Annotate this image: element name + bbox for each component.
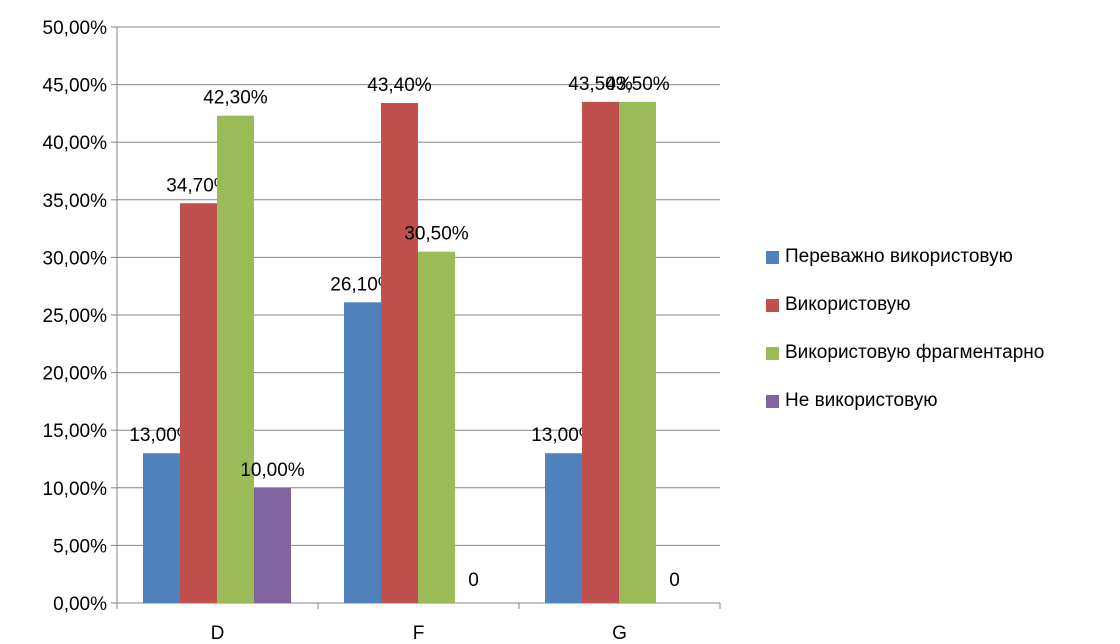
bar-0-D bbox=[143, 453, 180, 603]
legend-swatch bbox=[766, 346, 779, 360]
legend-item: Використовую bbox=[766, 294, 1044, 315]
data-label: 0 bbox=[669, 570, 680, 591]
legend-label: Використовую фрагментарно bbox=[785, 342, 1045, 363]
legend-item: Не використовую bbox=[766, 390, 1044, 411]
y-tick-label: 35,00% bbox=[43, 191, 108, 212]
data-label: 43,50% bbox=[605, 74, 670, 95]
legend-swatch bbox=[766, 250, 779, 264]
bar-2-F bbox=[418, 251, 455, 603]
x-tick-label: F bbox=[413, 623, 425, 644]
y-tick-label: 15,00% bbox=[43, 421, 108, 442]
legend-label: Переважно використовую bbox=[785, 246, 1013, 267]
plot-area: 0,00% 5,00% 10,00% 15,00% 20,00% 25,00% 30,00%… bbox=[43, 18, 721, 644]
data-label: 0 bbox=[468, 570, 479, 591]
data-label: 10,00% bbox=[240, 460, 305, 481]
y-tick-label: 40,00% bbox=[43, 133, 108, 154]
y-tick-label: 20,00% bbox=[43, 364, 108, 385]
data-label: 42,30% bbox=[203, 88, 268, 109]
y-tick-label: 25,00% bbox=[43, 306, 108, 327]
y-tick-label: 10,00% bbox=[43, 479, 108, 500]
legend-swatch bbox=[766, 394, 779, 408]
legend-label: Не використовую bbox=[785, 390, 938, 411]
legend: Переважно використовую Використовую Викори… bbox=[766, 246, 1045, 439]
y-tick-label: 5,00% bbox=[53, 536, 107, 557]
data-label: 13,00% bbox=[531, 425, 596, 446]
bar-3-D bbox=[254, 487, 291, 603]
legend-item: Переважно використовую bbox=[766, 246, 1044, 267]
y-tick-label: 30,00% bbox=[43, 248, 108, 269]
x-tick-label: G bbox=[612, 623, 627, 644]
y-tick-label: 0,00% bbox=[53, 594, 107, 615]
y-tick-label: 45,00% bbox=[43, 76, 108, 97]
bar-1-D bbox=[180, 203, 217, 604]
bar-0-F bbox=[344, 302, 381, 603]
bar-2-D bbox=[217, 115, 254, 603]
bar-1-F bbox=[381, 103, 418, 604]
data-label: 43,40% bbox=[367, 75, 432, 96]
legend-item: Використовую фрагментарно bbox=[766, 342, 1045, 363]
legend-label: Використовую bbox=[785, 294, 911, 315]
data-label: 26,10% bbox=[330, 274, 395, 295]
data-label: 34,70% bbox=[166, 175, 231, 196]
data-label: 43,50% bbox=[568, 74, 633, 95]
bar-0-G bbox=[545, 453, 582, 603]
data-label: 13,00% bbox=[129, 425, 194, 446]
legend-swatch bbox=[766, 298, 779, 312]
x-tick-label: D bbox=[211, 623, 225, 644]
data-label: 30,50% bbox=[404, 224, 469, 245]
bar-1-G bbox=[582, 101, 619, 603]
y-tick-label: 50,00% bbox=[43, 18, 108, 39]
bar-2-G bbox=[619, 101, 656, 603]
